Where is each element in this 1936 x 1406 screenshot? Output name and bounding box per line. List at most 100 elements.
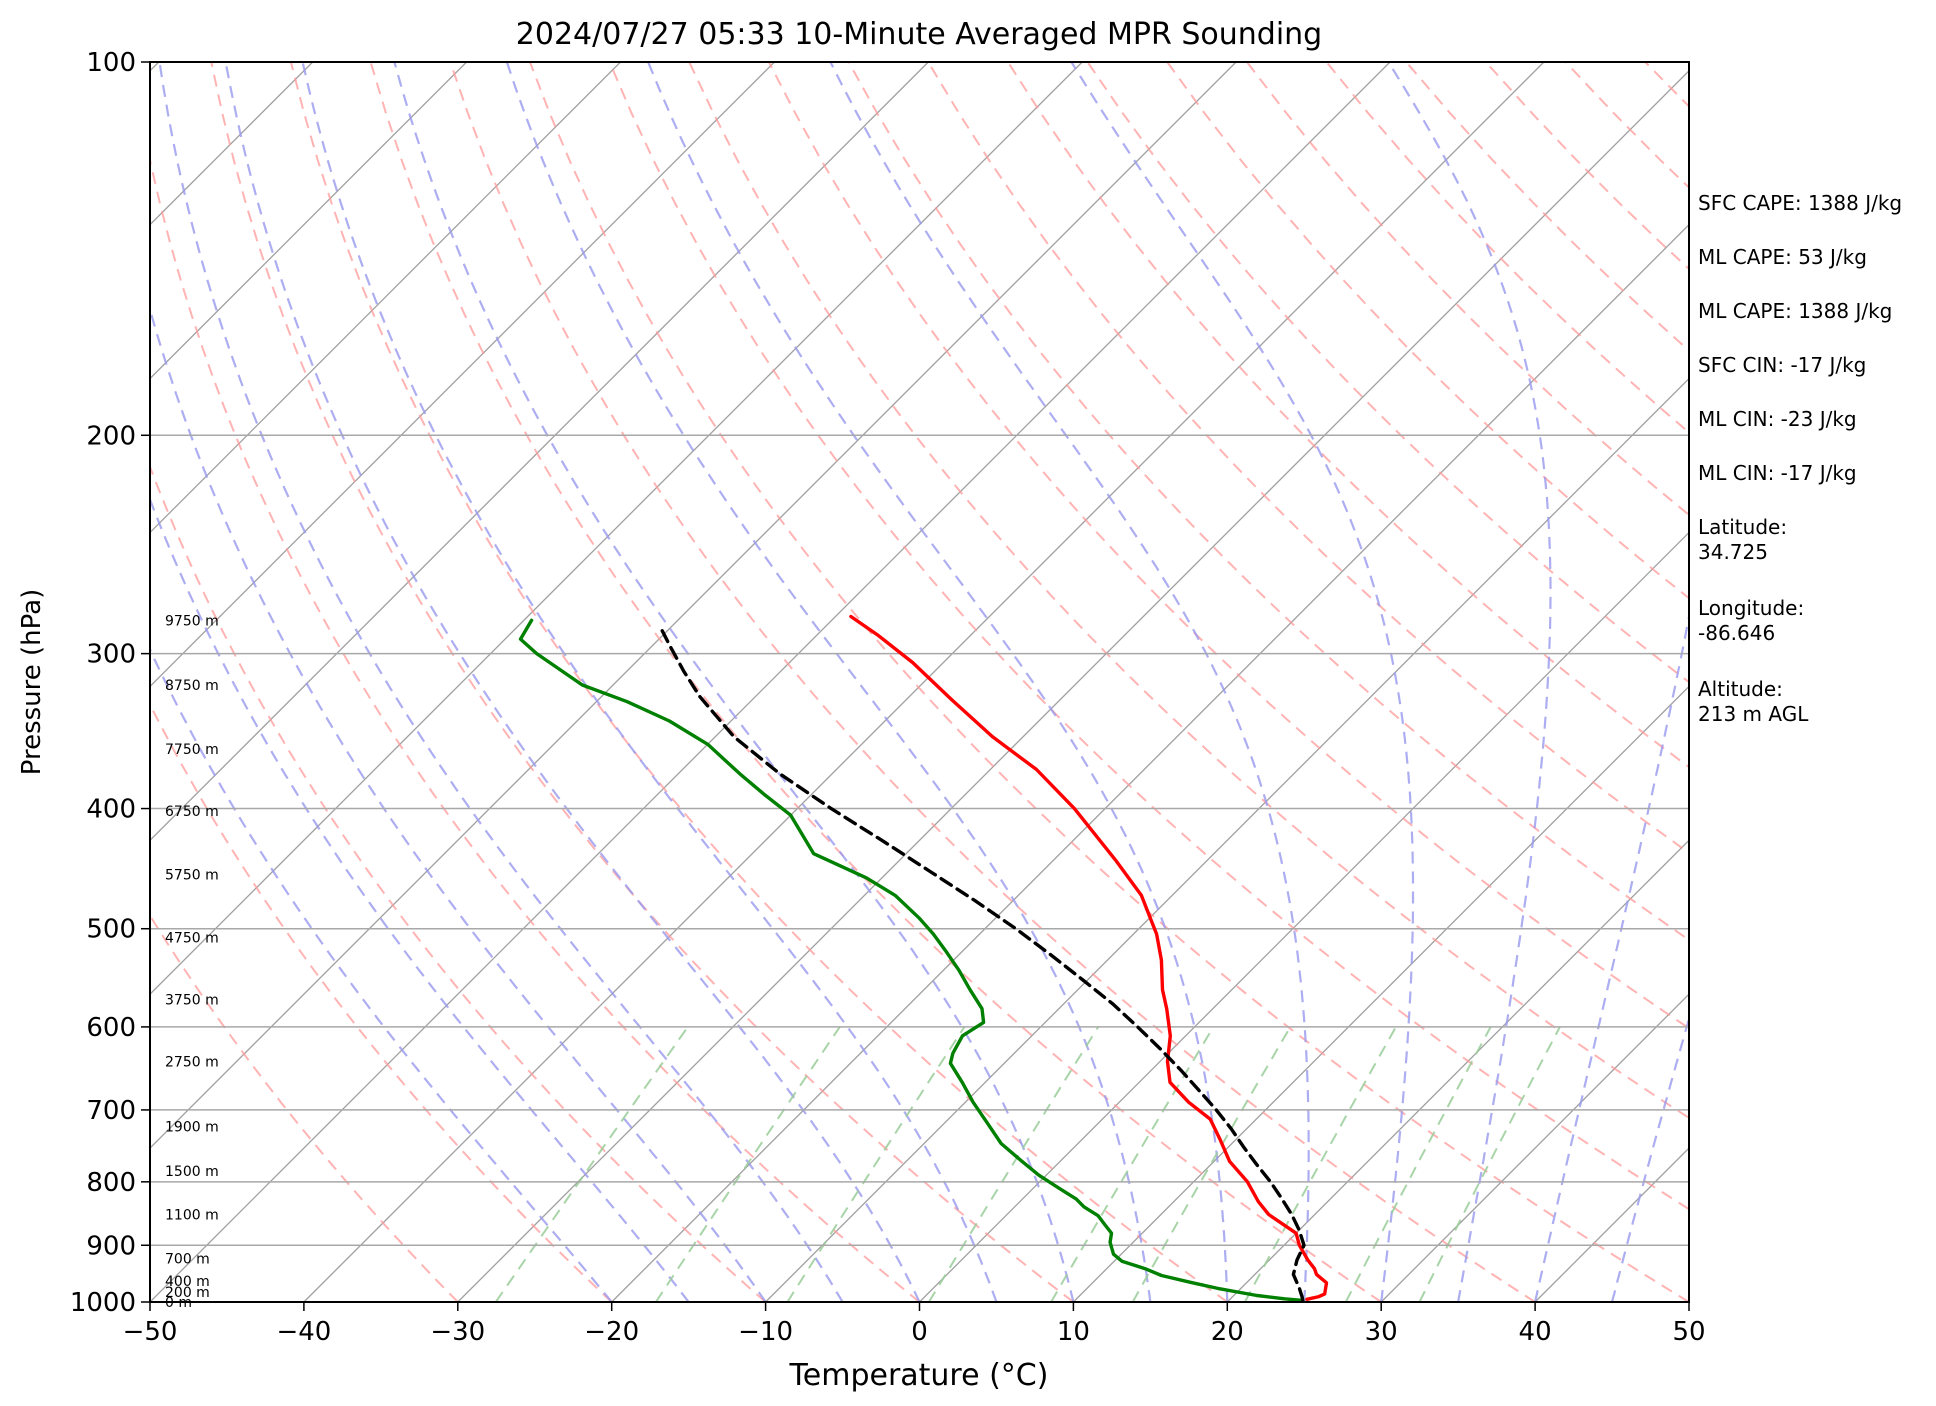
y-axis-label: Pressure (hPa) — [17, 589, 47, 776]
info-text: Longitude: -86.646 — [1698, 596, 1804, 645]
isotherm-line — [150, 62, 468, 380]
isotherm-line — [1072, 685, 1689, 1302]
dry-adiabat-line — [847, 62, 1689, 942]
x-tick-label: 50 — [1672, 1317, 1705, 1347]
isotherm-line — [303, 62, 1545, 1302]
y-tick-label: 900 — [86, 1231, 136, 1261]
moist-adiabat-line — [150, 496, 690, 1302]
dry-adiabat-line — [1007, 62, 1689, 769]
x-axis-label: Temperature (°C) — [789, 1358, 1049, 1393]
mixing-ratio-line — [1418, 1026, 1561, 1302]
moist-adiabat-line — [393, 62, 1075, 1302]
y-tick-label: 600 — [86, 1013, 136, 1043]
moist-adiabat-line — [1070, 62, 1415, 1302]
dry-adiabat-line — [150, 464, 767, 1302]
isotherm-line — [150, 62, 621, 534]
y-axis: 100 200 300 400 500 600 700 800 900 1000 — [70, 48, 150, 1318]
y-tick-label: 200 — [86, 421, 136, 451]
x-tick-label: 40 — [1519, 1317, 1552, 1347]
x-tick-label: −50 — [123, 1317, 178, 1347]
info-text: Altitude: 213 m AGL — [1698, 677, 1809, 726]
isotherm-line — [150, 62, 1391, 1302]
info-text: ML CIN: -23 J/kg — [1698, 407, 1857, 431]
isotherm-line — [611, 223, 1689, 1302]
dry-adiabat-line — [1166, 62, 1689, 600]
isotherm-line — [457, 69, 1689, 1302]
moist-adiabat-line — [829, 62, 1310, 1302]
y-tick-label: 300 — [86, 640, 136, 670]
y-tick-label: 700 — [86, 1096, 136, 1126]
height-label: 1500 m — [165, 1164, 219, 1180]
x-tick-label: 0 — [911, 1317, 928, 1347]
x-tick-label: −30 — [430, 1317, 485, 1347]
x-tick-label: 20 — [1211, 1317, 1244, 1347]
moist-adiabat-line — [1610, 1014, 1689, 1302]
background-lines — [150, 62, 1689, 1302]
dry-adiabat-line — [210, 62, 1075, 1302]
y-tick-label: 1000 — [70, 1288, 136, 1318]
height-label: 9750 m — [165, 613, 219, 629]
x-tick-label: 10 — [1057, 1317, 1090, 1347]
info-text: Latitude: 34.725 — [1698, 515, 1787, 564]
moist-adiabat-line — [1534, 611, 1689, 1302]
moist-adiabat-line — [158, 62, 844, 1302]
y-tick-label: 800 — [86, 1168, 136, 1198]
x-tick-label: −10 — [738, 1317, 793, 1347]
dry-adiabat-line — [449, 62, 1536, 1302]
height-label: 1100 m — [165, 1207, 219, 1223]
dry-adiabat-line — [768, 62, 1689, 1030]
y-tick-label: 500 — [86, 915, 136, 945]
info-text: ML CAPE: 53 J/kg — [1698, 245, 1867, 269]
height-label: 6750 m — [165, 804, 219, 820]
height-label: 3750 m — [165, 992, 219, 1008]
dry-adiabat-line — [608, 62, 1689, 1211]
isotherm-line — [150, 62, 929, 842]
y-tick-label: 100 — [86, 48, 136, 78]
x-tick-label: −20 — [584, 1317, 639, 1347]
isotherm-line — [919, 531, 1689, 1302]
height-label: 8750 m — [165, 678, 219, 694]
x-tick-label: 30 — [1365, 1317, 1398, 1347]
height-label: 5750 m — [165, 867, 219, 883]
dry-adiabat-line — [150, 702, 613, 1302]
dry-adiabat-line — [927, 62, 1689, 855]
mixing-ratio-line — [1244, 1026, 1397, 1302]
isotherm-line — [1226, 839, 1689, 1302]
dry-adiabat-line — [289, 62, 1228, 1302]
sounding-profiles — [518, 614, 1329, 1302]
isotherm-line — [1380, 993, 1689, 1302]
x-tick-label: −40 — [276, 1317, 331, 1347]
x-axis: −50 −40 −30 −20 −10 0 10 20 30 40 50 — [123, 1302, 1706, 1347]
moist-adiabat-line — [647, 62, 1229, 1302]
moist-adiabat-line — [1387, 62, 1552, 1302]
dry-adiabat-line — [1086, 62, 1689, 684]
dry-adiabat-line — [688, 62, 1689, 1120]
height-label: 7750 m — [165, 742, 219, 758]
info-text: ML CAPE: 1388 J/kg — [1698, 299, 1892, 323]
isotherm-line — [765, 377, 1689, 1302]
isotherm-line — [150, 62, 1083, 996]
moist-adiabat-line — [150, 305, 767, 1302]
temperature-line — [849, 614, 1329, 1301]
mixing-ratio-line — [1050, 1026, 1215, 1302]
dewpoint-line — [518, 618, 1305, 1302]
height-label: 700 m — [165, 1251, 210, 1267]
height-label: 400 m — [165, 1274, 210, 1290]
info-text: ML CIN: -17 J/kg — [1698, 461, 1857, 485]
sounding-info-panel: SFC CAPE: 1388 J/kg ML CAPE: 53 J/kg ML CA… — [1698, 191, 1902, 726]
dry-adiabat-line — [528, 62, 1689, 1302]
isotherm-line — [150, 62, 1237, 1150]
isotherm-line — [150, 62, 775, 688]
height-label: 2750 m — [165, 1055, 219, 1071]
height-label: 4750 m — [165, 930, 219, 946]
info-text: SFC CIN: -17 J/kg — [1698, 353, 1866, 377]
parcel-profile-line — [658, 624, 1306, 1302]
dry-adiabat-line — [369, 62, 1382, 1302]
moist-adiabat-line — [505, 62, 1152, 1302]
y-tick-label: 400 — [86, 795, 136, 825]
height-label: 1900 m — [165, 1120, 219, 1136]
mixing-ratio-line — [1131, 1026, 1292, 1302]
height-label: 200 m — [165, 1285, 210, 1301]
